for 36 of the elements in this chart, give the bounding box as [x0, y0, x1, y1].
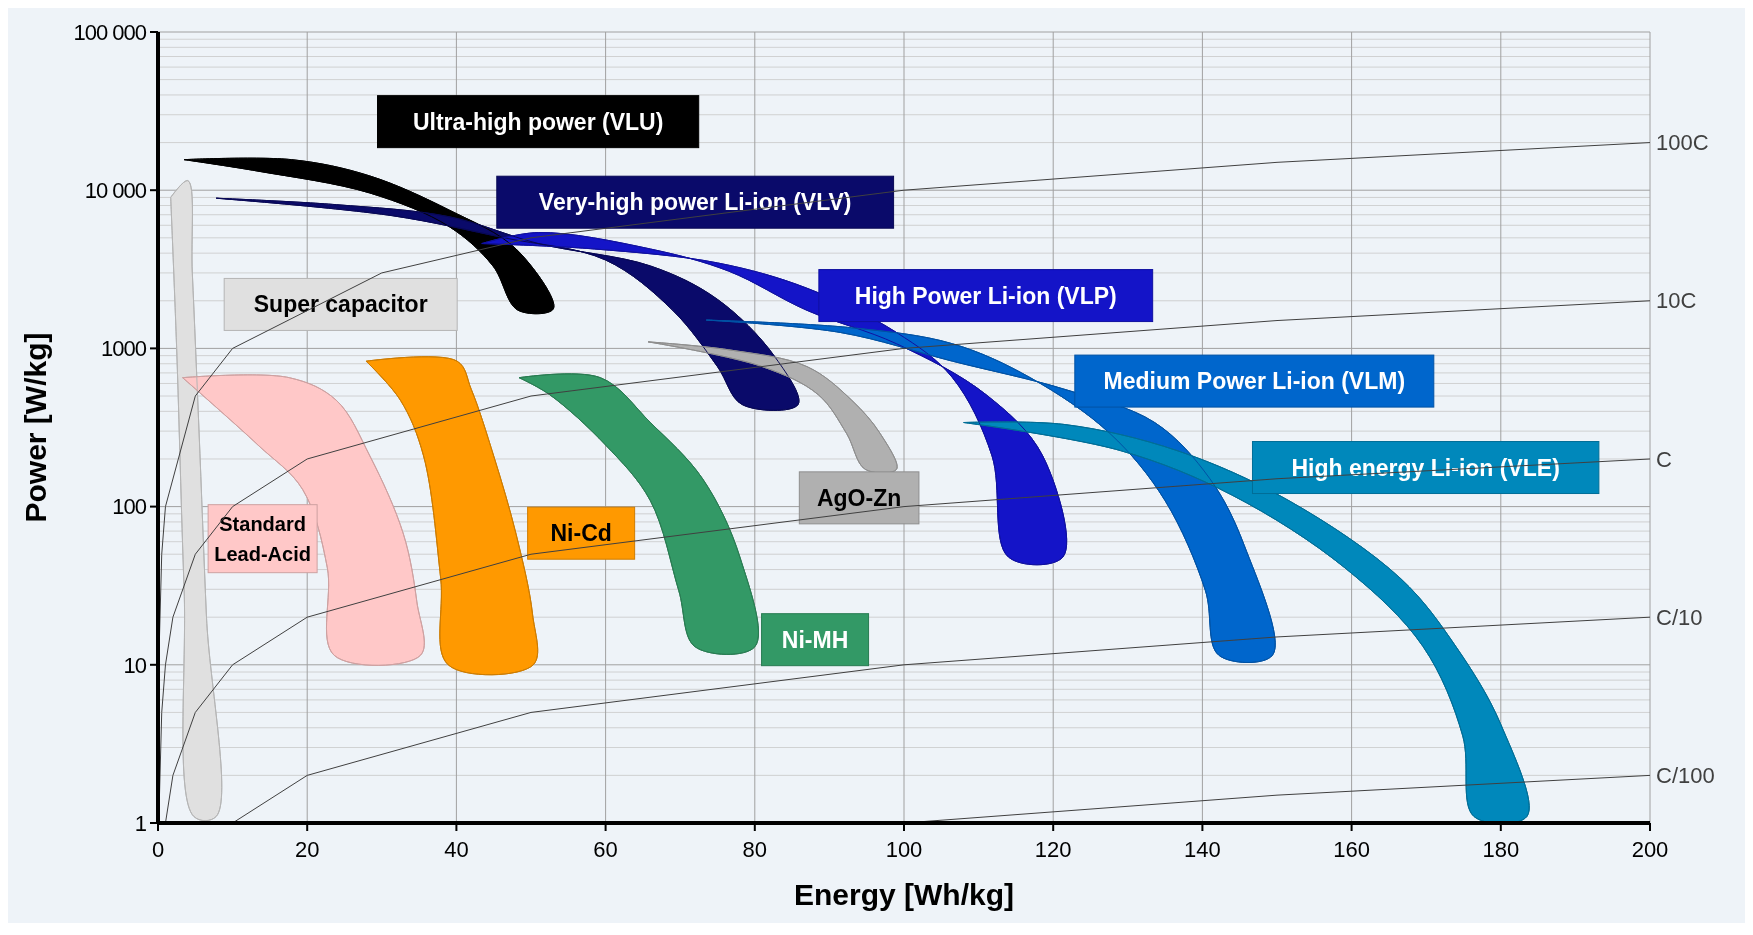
series-label: Ni-Cd [550, 520, 612, 547]
x-tick-label: 140 [1184, 837, 1221, 862]
series-label: AgO-Zn [816, 484, 902, 511]
x-tick-label: 60 [593, 837, 618, 862]
series-label: Very-high power Li-ion (VLV) [538, 189, 852, 216]
series-label: C [1656, 446, 1672, 472]
y-tick-label: 10 [123, 652, 147, 678]
series-label: 10C [1656, 288, 1697, 314]
series-label: Ni-MH [781, 626, 849, 653]
x-tick-label: 20 [294, 837, 320, 862]
series-label: High energy Li-ion (VLE) [1291, 454, 1560, 481]
series-label: C/10 [1656, 604, 1703, 630]
x-axis-title: Energy [Wh/kg] [793, 878, 1015, 911]
series-label: C/100 [1656, 763, 1715, 789]
y-tick-label: 100 [112, 494, 147, 520]
x-tick-label: 80 [742, 837, 768, 862]
line-series [164, 458, 1651, 824]
y-tick-label: 1000 [101, 336, 147, 362]
text: Ultra-high power (VLU) [412, 108, 664, 135]
x-tick-label: 120 [1034, 837, 1072, 862]
y-tick-label: 1 [134, 810, 147, 836]
series-label: Standard Lead-Acid [214, 512, 311, 565]
y-axis-title: Power [W/kg] [19, 332, 52, 523]
x-tick-label: 160 [1333, 837, 1370, 862]
series-label: High Power Li-ion (VLP) [854, 282, 1117, 309]
line-series [232, 616, 1651, 824]
x-tick-label: 180 [1482, 837, 1520, 862]
x-tick-label: 0 [151, 837, 165, 862]
y-tick-label: 100 000 [73, 19, 147, 45]
x-tick-label: 200 [1631, 837, 1669, 862]
text: Super capacitor [253, 291, 428, 318]
series-label: 100C [1656, 130, 1709, 156]
y-tick-label: 10 000 [84, 177, 147, 203]
x-tick-label: 100 [885, 837, 923, 862]
series-label: Medium Power Li-ion (VLM) [1103, 368, 1406, 395]
x-tick-label: 40 [444, 837, 469, 862]
